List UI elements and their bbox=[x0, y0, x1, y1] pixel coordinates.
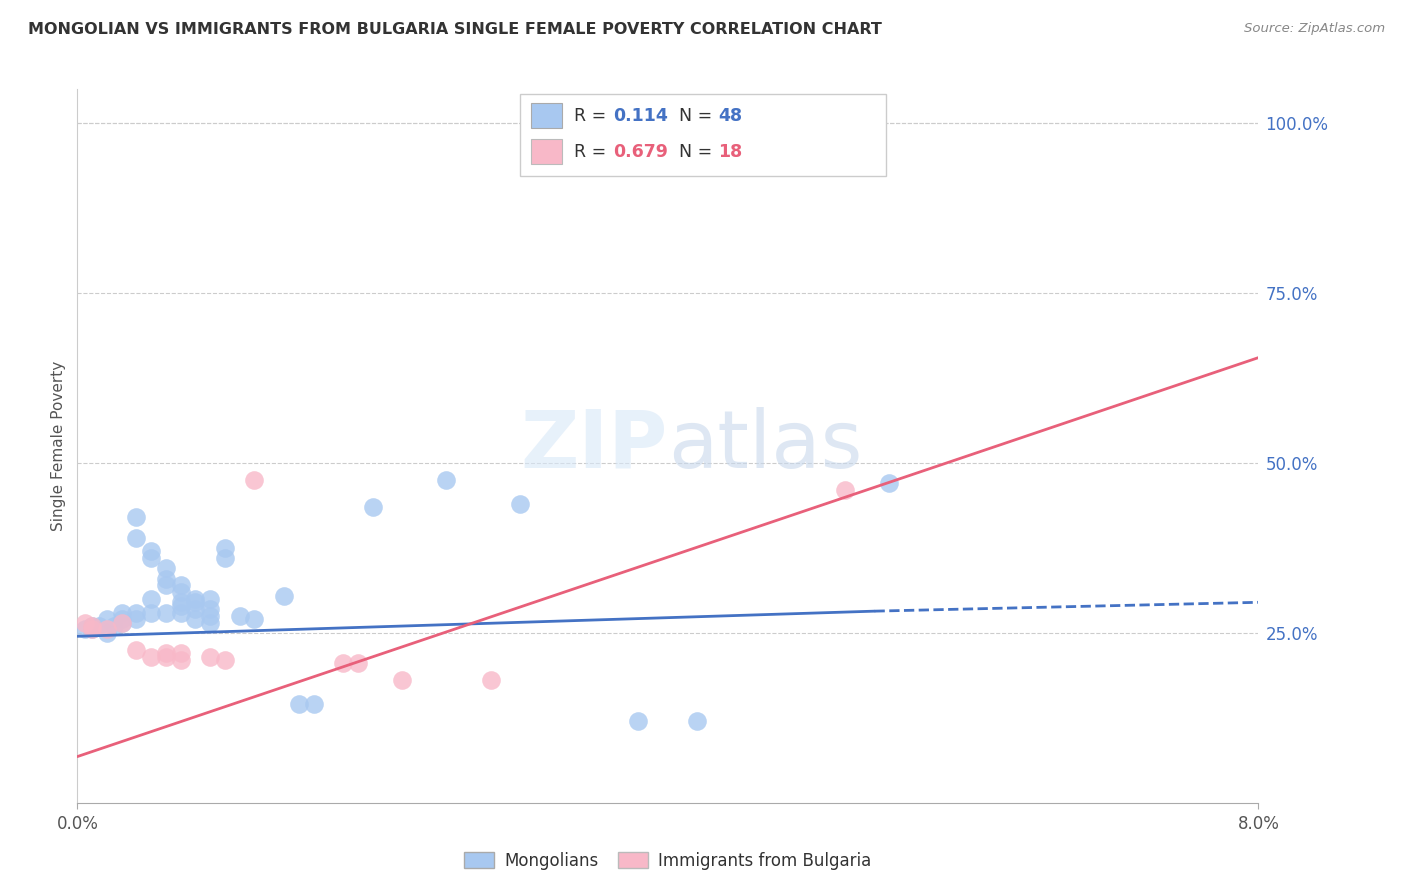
Point bbox=[141, 649, 163, 664]
Text: R =: R = bbox=[574, 143, 612, 161]
Point bbox=[288, 698, 311, 712]
Point bbox=[170, 585, 193, 599]
Point bbox=[302, 698, 325, 712]
Point bbox=[686, 714, 709, 729]
Point bbox=[141, 606, 163, 620]
Text: N =: N = bbox=[679, 143, 718, 161]
Point bbox=[82, 619, 104, 633]
Text: MONGOLIAN VS IMMIGRANTS FROM BULGARIA SINGLE FEMALE POVERTY CORRELATION CHART: MONGOLIAN VS IMMIGRANTS FROM BULGARIA SI… bbox=[28, 22, 882, 37]
Point bbox=[141, 544, 163, 558]
Point bbox=[73, 615, 96, 630]
Point bbox=[82, 619, 104, 633]
Point bbox=[141, 551, 163, 566]
Point bbox=[111, 606, 132, 620]
Point bbox=[125, 643, 148, 657]
Text: 0.679: 0.679 bbox=[613, 143, 668, 161]
Point bbox=[200, 608, 222, 623]
Point bbox=[96, 626, 118, 640]
Point bbox=[834, 483, 856, 498]
Point bbox=[214, 541, 236, 555]
Point bbox=[111, 615, 132, 630]
Point bbox=[200, 649, 222, 664]
Point bbox=[200, 591, 222, 606]
Point bbox=[436, 473, 458, 487]
Point bbox=[170, 653, 193, 667]
Point bbox=[332, 657, 354, 671]
Point bbox=[391, 673, 413, 688]
Text: N =: N = bbox=[679, 107, 718, 125]
Point bbox=[73, 623, 96, 637]
Point bbox=[361, 500, 384, 515]
Point bbox=[243, 612, 266, 626]
Point bbox=[479, 673, 502, 688]
Point bbox=[184, 591, 207, 606]
Point bbox=[125, 510, 148, 524]
Point bbox=[200, 602, 222, 616]
Point bbox=[879, 476, 901, 491]
Point bbox=[141, 591, 163, 606]
Point bbox=[155, 606, 177, 620]
Point bbox=[214, 653, 236, 667]
Text: Source: ZipAtlas.com: Source: ZipAtlas.com bbox=[1244, 22, 1385, 36]
Point bbox=[509, 497, 531, 511]
Point bbox=[214, 551, 236, 566]
Point bbox=[229, 608, 252, 623]
Point bbox=[170, 595, 193, 609]
Point bbox=[184, 612, 207, 626]
Point bbox=[125, 531, 148, 545]
Point bbox=[111, 612, 132, 626]
Point bbox=[125, 606, 148, 620]
Text: atlas: atlas bbox=[668, 407, 862, 485]
Point bbox=[170, 606, 193, 620]
Point bbox=[170, 646, 193, 660]
Text: R =: R = bbox=[574, 107, 612, 125]
Text: 48: 48 bbox=[718, 107, 742, 125]
Point bbox=[243, 473, 266, 487]
Point bbox=[200, 615, 222, 630]
Point bbox=[184, 602, 207, 616]
Point bbox=[82, 623, 104, 637]
Text: ZIP: ZIP bbox=[520, 407, 668, 485]
Point bbox=[82, 623, 104, 637]
Text: 18: 18 bbox=[718, 143, 742, 161]
Y-axis label: Single Female Poverty: Single Female Poverty bbox=[51, 361, 66, 531]
Legend: Mongolians, Immigrants from Bulgaria: Mongolians, Immigrants from Bulgaria bbox=[457, 846, 879, 877]
Point bbox=[170, 578, 193, 592]
Point bbox=[155, 561, 177, 575]
Point bbox=[170, 599, 193, 613]
Point bbox=[347, 657, 370, 671]
Point bbox=[103, 619, 125, 633]
Point bbox=[155, 646, 177, 660]
Point bbox=[89, 619, 111, 633]
Point bbox=[125, 612, 148, 626]
Point bbox=[273, 589, 295, 603]
Point bbox=[155, 649, 177, 664]
Point bbox=[96, 612, 118, 626]
Point bbox=[155, 578, 177, 592]
Point bbox=[111, 615, 132, 630]
Text: 0.114: 0.114 bbox=[613, 107, 668, 125]
Point bbox=[96, 623, 118, 637]
Point bbox=[184, 595, 207, 609]
Point bbox=[155, 572, 177, 586]
Point bbox=[627, 714, 650, 729]
